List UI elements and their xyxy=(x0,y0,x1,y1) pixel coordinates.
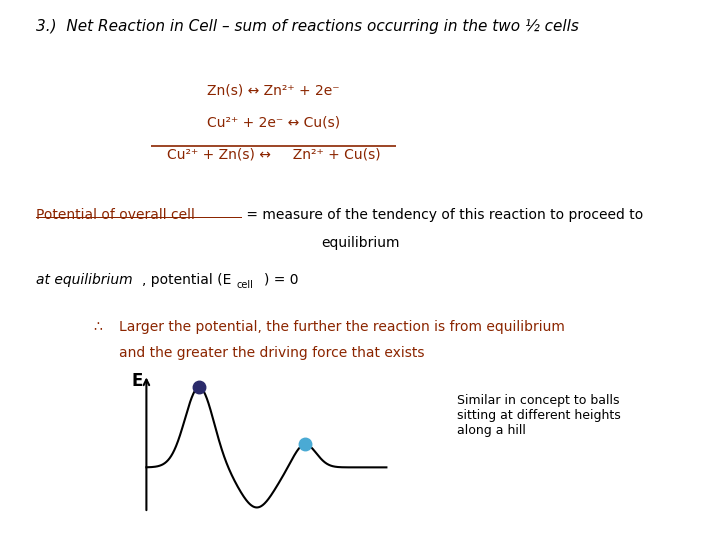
Text: cell: cell xyxy=(236,280,253,290)
Text: Larger the potential, the further the reaction is from equilibrium: Larger the potential, the further the re… xyxy=(119,320,564,334)
Text: equilibrium: equilibrium xyxy=(320,236,400,250)
Text: at equilibrium: at equilibrium xyxy=(36,273,132,287)
Text: ∴: ∴ xyxy=(94,320,102,334)
Text: Similar in concept to balls
sitting at different heights
along a hill: Similar in concept to balls sitting at d… xyxy=(457,394,621,437)
Text: and the greater the driving force that exists: and the greater the driving force that e… xyxy=(119,346,424,360)
Text: Cu²⁺ + 2e⁻ ↔ Cu(s): Cu²⁺ + 2e⁻ ↔ Cu(s) xyxy=(207,115,340,129)
Text: Cu²⁺ + Zn(s) ↔     Zn²⁺ + Cu(s): Cu²⁺ + Zn(s) ↔ Zn²⁺ + Cu(s) xyxy=(167,147,380,161)
Text: Potential of overall cell: Potential of overall cell xyxy=(36,208,195,222)
Text: ) = 0: ) = 0 xyxy=(264,273,298,287)
Text: Zn(s) ↔ Zn²⁺ + 2e⁻: Zn(s) ↔ Zn²⁺ + 2e⁻ xyxy=(207,84,340,98)
Text: = measure of the tendency of this reaction to proceed to: = measure of the tendency of this reacti… xyxy=(242,208,643,222)
Text: E: E xyxy=(131,372,143,390)
Text: 3.)  Net Reaction in Cell – sum of reactions occurring in the two ½ cells: 3.) Net Reaction in Cell – sum of reacti… xyxy=(36,19,579,34)
Text: , potential (E: , potential (E xyxy=(142,273,231,287)
